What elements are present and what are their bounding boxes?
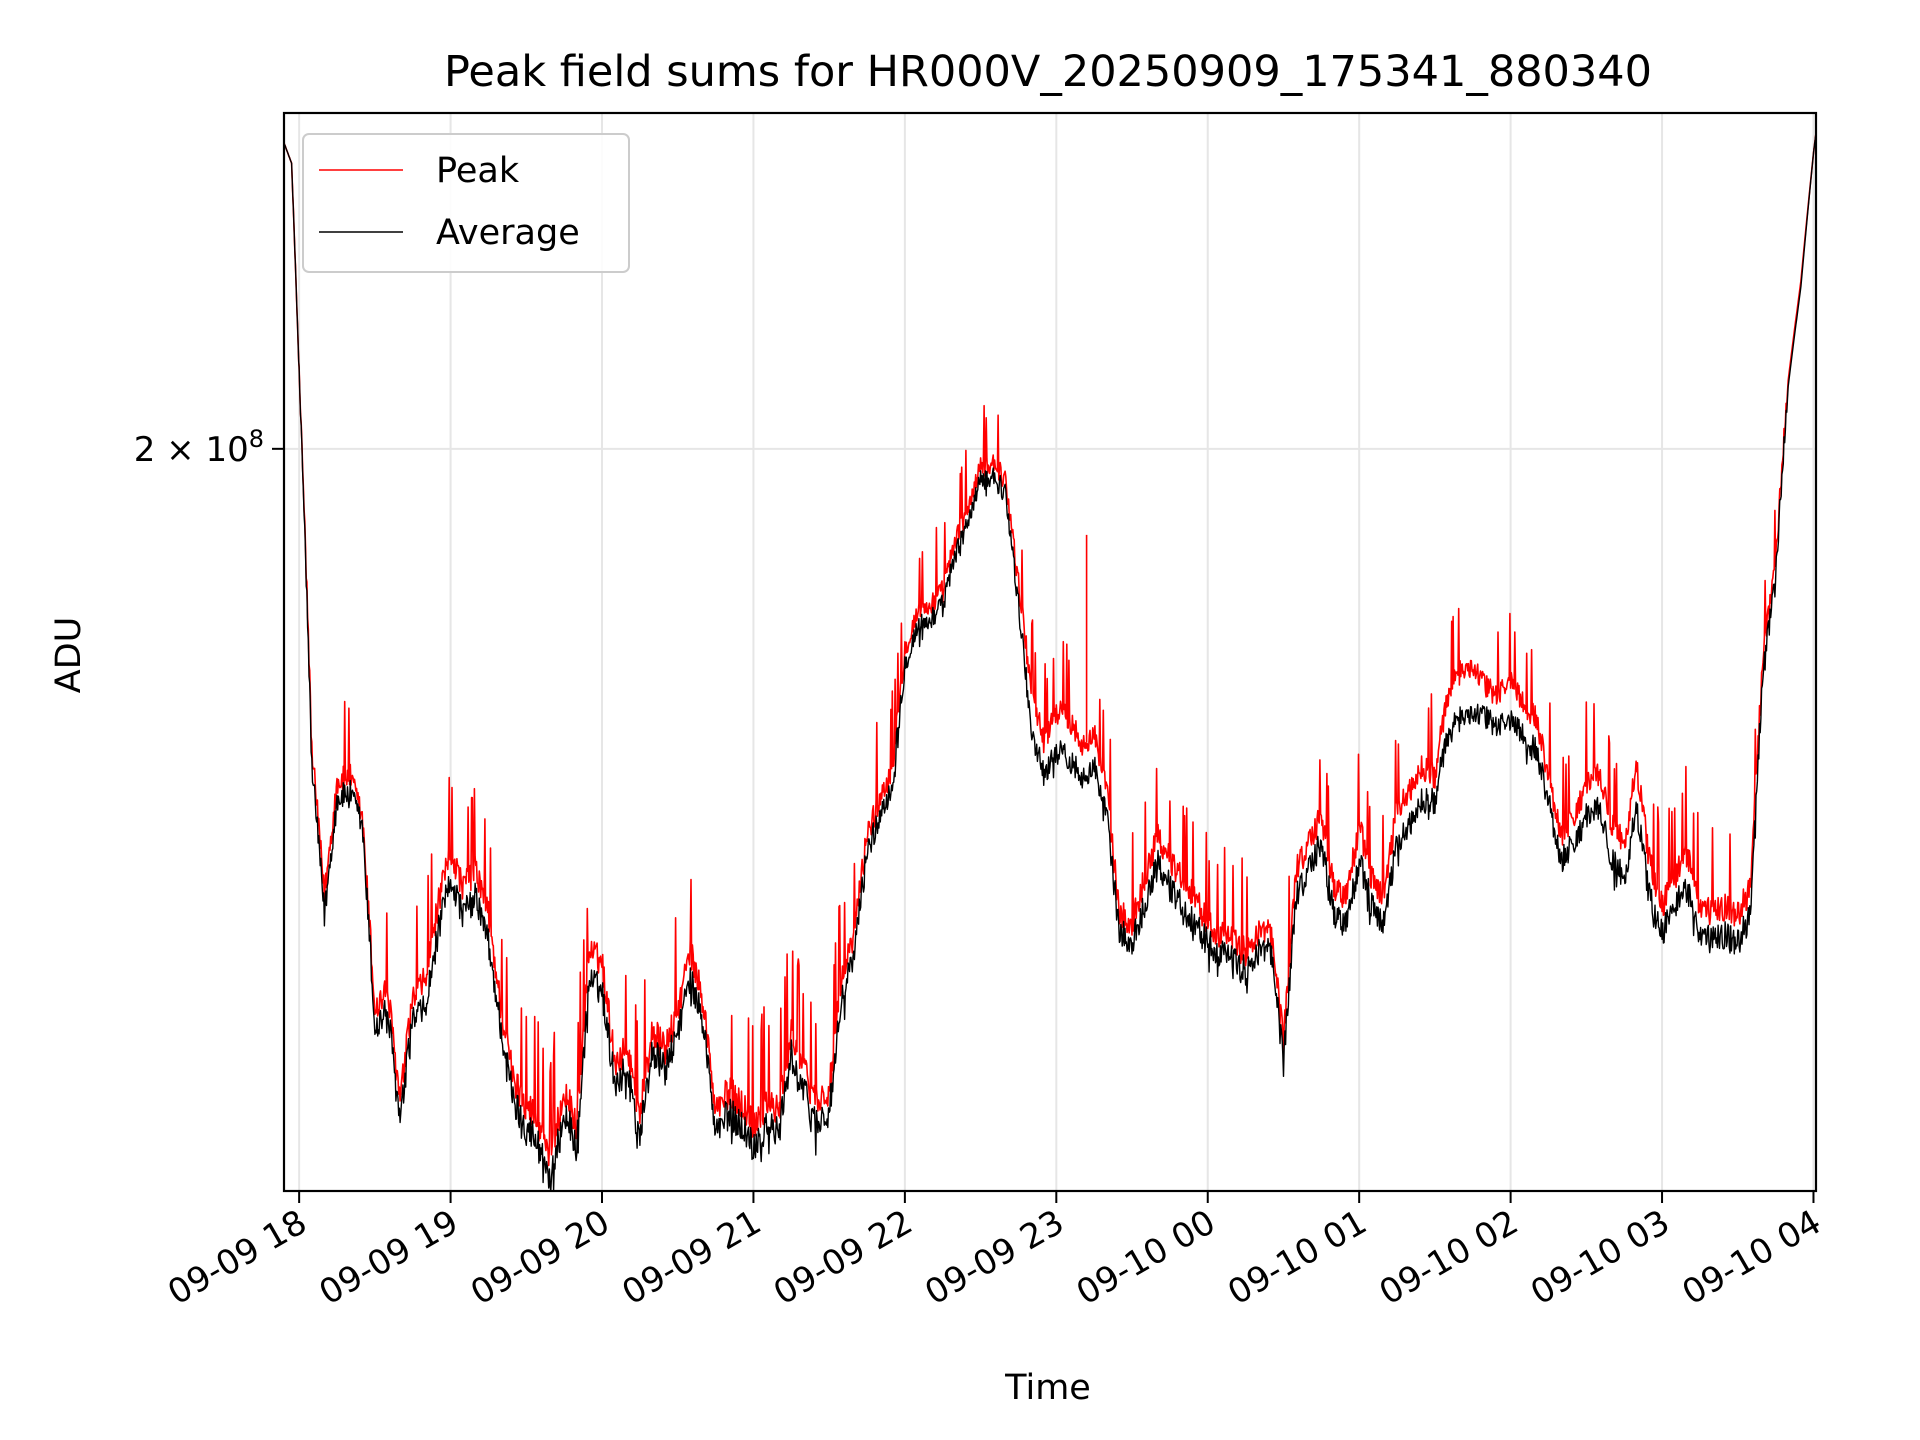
legend-label-average: Average — [436, 213, 580, 253]
legend-box — [302, 133, 630, 273]
y-axis-title: ADU — [49, 617, 89, 694]
plot-frame — [282, 111, 1818, 1193]
y-axis: 2 × 108 — [134, 425, 284, 470]
x-axis-title: Time — [1004, 1368, 1091, 1408]
series-line-peak — [283, 132, 1817, 1167]
legend-label-peak: Peak — [436, 151, 520, 191]
y-tick-exponent: 8 — [249, 425, 264, 453]
grid-lines — [284, 113, 1816, 1191]
chart-title: Peak field sums for HR000V_20250909_1753… — [444, 47, 1652, 97]
legend: Peak Average — [302, 133, 630, 273]
y-tick-base: 2 × 10 — [134, 430, 249, 470]
y-tick-label: 2 × 108 — [134, 425, 264, 470]
series-layer — [283, 132, 1817, 1192]
series-line-average — [283, 132, 1817, 1192]
